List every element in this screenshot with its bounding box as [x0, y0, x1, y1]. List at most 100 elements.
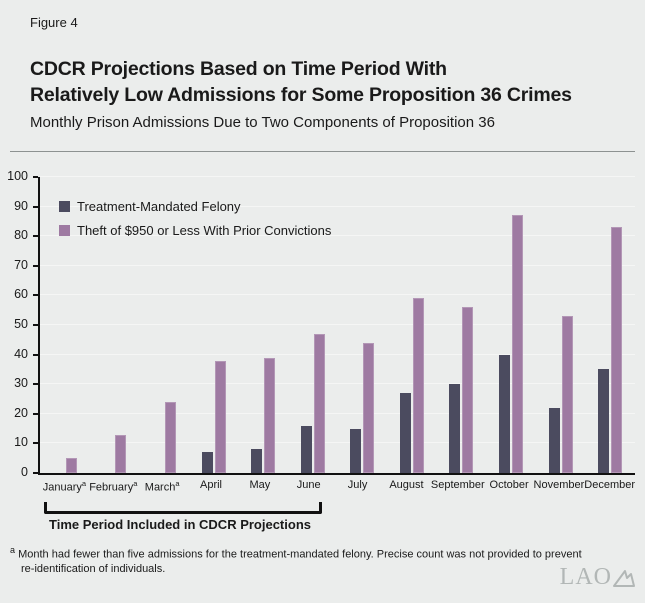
- x-axis-labels: Januarya Februarya Marcha April May June July A…: [40, 479, 635, 494]
- x-tick-label-text: May: [249, 479, 271, 491]
- x-tick-label-november: November: [534, 479, 585, 494]
- x-tick-label-text: July: [347, 479, 368, 491]
- lao-logo: LAO: [560, 564, 635, 591]
- bar-group-september: [437, 177, 487, 473]
- figure-subtitle: Monthly Prison Admissions Due to Two Com…: [30, 114, 495, 131]
- bar-july-theft-950-or-less: [363, 342, 375, 473]
- y-tick-label-90: 90: [14, 198, 28, 213]
- x-tick-label-january: Januarya: [40, 479, 89, 494]
- x-tick-label-may: May: [235, 479, 284, 494]
- figure-title-line1: CDCR Projections Based on Time Period Wi…: [30, 58, 447, 80]
- bar-december-treatment-mandated-felony: [598, 369, 610, 473]
- y-tick-label-70: 70: [14, 257, 28, 272]
- footnote-line1: a Month had fewer than five admissions f…: [10, 543, 582, 562]
- bar-december-theft-950-or-less: [611, 227, 623, 473]
- x-tick-label-text: November: [533, 479, 585, 491]
- bar-group-april: [189, 177, 239, 473]
- bar-november-theft-950-or-less: [561, 316, 573, 473]
- gridline-100: [40, 176, 635, 177]
- bar-september-treatment-mandated-felony: [449, 384, 461, 473]
- x-tick-label-text: June: [296, 479, 321, 491]
- legend-item-theft-950-or-less: Theft of $950 or Less With Prior Convict…: [59, 223, 331, 238]
- y-tick-label-30: 30: [14, 376, 28, 391]
- footnote-text: Month had fewer than five admissions for…: [18, 548, 582, 561]
- y-axis: 0 10 20 30 40 50 60 70 80 90 100: [0, 170, 38, 479]
- bar-june-theft-950-or-less: [313, 333, 325, 473]
- gridline-60: [40, 294, 635, 296]
- gridline-30: [40, 383, 635, 385]
- bar-may-theft-950-or-less: [264, 357, 276, 473]
- bar-october-theft-950-or-less: [511, 215, 523, 473]
- x-tick-label-june: June: [284, 479, 333, 494]
- y-tick-40: [33, 353, 38, 356]
- bar-april-theft-950-or-less: [214, 360, 226, 473]
- x-tick-label-july: July: [333, 479, 382, 494]
- gridline-50: [40, 324, 635, 325]
- bar-group-july: [337, 177, 387, 473]
- legend-swatch-theft-950-or-less: [59, 225, 70, 236]
- y-tick-50: [33, 324, 38, 326]
- footnote-marker-superscript: a: [133, 479, 138, 488]
- bar-april-treatment-mandated-felony: [201, 452, 213, 473]
- bar-group-february: [90, 177, 140, 473]
- y-tick-100: [33, 176, 38, 178]
- bar-july-treatment-mandated-felony: [350, 428, 362, 473]
- gridlines: [40, 176, 635, 473]
- y-tick-label-10: 10: [14, 435, 28, 450]
- x-tick-label-text: December: [584, 479, 636, 491]
- y-tick-70: [33, 264, 38, 267]
- bar-group-june: [288, 177, 338, 473]
- bar-october-treatment-mandated-felony: [498, 354, 510, 473]
- x-tick-label-september: September: [431, 479, 485, 494]
- bar-may-treatment-mandated-felony: [251, 449, 263, 473]
- y-tick-30: [33, 383, 38, 386]
- footnote-marker: a: [10, 545, 16, 555]
- bar-group-november: [536, 177, 586, 473]
- bar-february-theft-950-or-less: [115, 434, 127, 473]
- x-tick-label-text: October: [489, 479, 529, 491]
- y-tick-80: [33, 235, 38, 238]
- footnote-marker-superscript: a: [81, 479, 87, 488]
- bar-group-october: [486, 177, 536, 473]
- bracket-label: Time Period Included in CDCR Projections: [49, 517, 311, 532]
- bar-group-march: [139, 177, 189, 473]
- x-tick-label-december: December: [584, 479, 635, 494]
- gridline-10: [40, 442, 635, 444]
- bracket: [44, 502, 322, 514]
- bar-september-theft-950-or-less: [462, 307, 474, 473]
- figure-title-line2: Relatively Low Admissions for Some Propo…: [30, 84, 572, 106]
- x-tick-label-text: February: [89, 481, 134, 494]
- bar-groups: [40, 177, 635, 473]
- x-tick-label-text: March: [144, 481, 176, 494]
- x-tick-label-march: Marcha: [138, 479, 187, 494]
- legend-label-treatment-mandated-felony: Treatment-Mandated Felony: [77, 199, 241, 214]
- bar-june-treatment-mandated-felony: [300, 425, 312, 473]
- figure-title: CDCR Projections Based on Time Period Wi…: [30, 56, 572, 108]
- x-tick-label-text: April: [200, 479, 223, 491]
- y-tick-label-100: 100: [7, 169, 28, 183]
- footnote-marker-superscript: a: [175, 479, 180, 488]
- gridline-90: [40, 205, 635, 207]
- y-tick-label-40: 40: [14, 346, 28, 361]
- gridline-70: [40, 264, 635, 266]
- bar-group-december: [585, 177, 635, 473]
- bar-august-theft-950-or-less: [412, 298, 424, 473]
- bar-group-january: [40, 177, 90, 473]
- figure-label: Figure 4: [30, 15, 78, 30]
- y-tick-90: [33, 205, 38, 208]
- y-tick-10: [33, 442, 38, 445]
- bar-august-treatment-mandated-felony: [399, 393, 411, 473]
- legend-label-theft-950-or-less: Theft of $950 or Less With Prior Convict…: [77, 223, 332, 238]
- y-tick-60: [33, 294, 38, 297]
- x-tick-label-text: August: [389, 479, 424, 491]
- gridline-40: [40, 353, 635, 355]
- lao-logo-bear-icon: [613, 569, 635, 587]
- bar-november-treatment-mandated-felony: [548, 407, 560, 473]
- y-tick-label-80: 80: [14, 228, 28, 243]
- x-tick-label-august: August: [382, 479, 431, 494]
- bar-group-august: [387, 177, 437, 473]
- y-tick-label-0: 0: [21, 465, 28, 479]
- footnote-line2: re-identification of individuals.: [21, 562, 166, 575]
- bar-march-theft-950-or-less: [164, 401, 176, 473]
- bar-group-may: [238, 177, 288, 473]
